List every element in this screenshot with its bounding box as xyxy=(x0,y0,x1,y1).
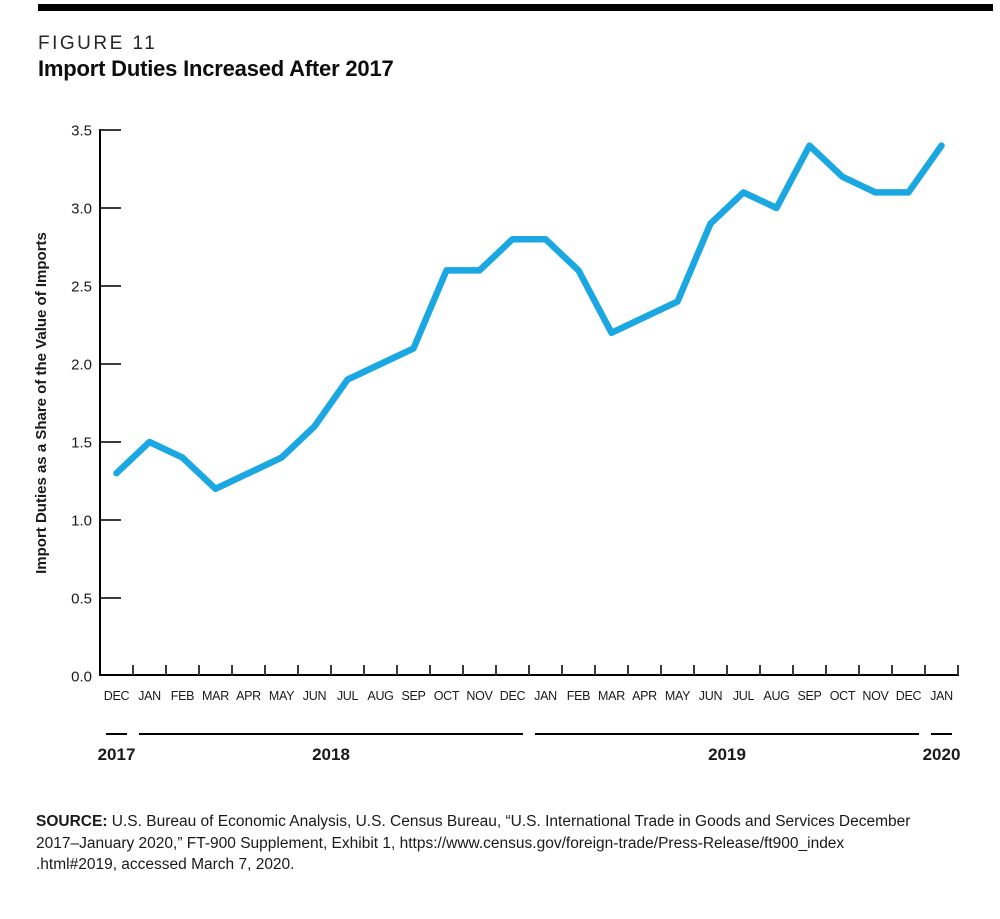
month-label: DEC xyxy=(104,689,130,703)
month-label: JAN xyxy=(138,689,161,703)
y-tick-label: 3.0 xyxy=(71,201,92,218)
source-note: SOURCE: U.S. Bureau of Economic Analysis… xyxy=(36,811,976,876)
y-tick-label: 2.0 xyxy=(71,357,92,374)
year-label: 2020 xyxy=(923,745,961,764)
month-label: AUG xyxy=(763,689,789,703)
import-duties-line xyxy=(113,142,945,493)
month-label: FEB xyxy=(567,689,590,703)
source-label: SOURCE: xyxy=(36,813,108,830)
month-label: MAY xyxy=(665,689,691,703)
y-tick-label: 1.5 xyxy=(71,435,92,452)
month-label: APR xyxy=(632,689,657,703)
source-line: SOURCE: U.S. Bureau of Economic Analysis… xyxy=(36,811,976,833)
year-label: 2017 xyxy=(98,745,136,764)
source-line: .html#2019, accessed March 7, 2020. xyxy=(36,856,295,873)
y-axis-title: Import Duties as a Share of the Value of… xyxy=(33,232,50,574)
y-tick-label: 1.0 xyxy=(71,513,92,530)
month-label: MAY xyxy=(269,689,295,703)
month-label: OCT xyxy=(434,689,460,703)
year-label: 2018 xyxy=(312,745,350,764)
month-label: APR xyxy=(236,689,261,703)
month-label: JUL xyxy=(337,689,359,703)
figure-number-label: FIGURE 11 xyxy=(38,33,158,54)
month-label: JUN xyxy=(699,689,723,703)
figure-top-rule xyxy=(38,4,993,11)
month-label: AUG xyxy=(367,689,393,703)
month-label: NOV xyxy=(862,689,889,703)
month-label: JUN xyxy=(303,689,327,703)
y-tick-label: 0.0 xyxy=(71,669,92,686)
month-label: JAN xyxy=(930,689,953,703)
month-label: JUL xyxy=(733,689,755,703)
y-tick-label: 0.5 xyxy=(71,591,92,608)
month-label: SEP xyxy=(401,689,425,703)
month-label: MAR xyxy=(202,689,229,703)
y-tick-label: 3.5 xyxy=(71,123,92,140)
month-label: OCT xyxy=(830,689,856,703)
source-text: U.S. Bureau of Economic Analysis, U.S. C… xyxy=(111,813,911,830)
month-label: JAN xyxy=(534,689,557,703)
source-line: 2017–January 2020,” FT-900 Supplement, E… xyxy=(36,834,845,852)
y-tick-label: 2.5 xyxy=(71,279,92,296)
year-label: 2019 xyxy=(708,745,746,764)
month-label: MAR xyxy=(598,689,625,703)
month-label: SEP xyxy=(797,689,821,703)
month-label: DEC xyxy=(896,689,922,703)
month-label: FEB xyxy=(171,689,194,703)
month-label: NOV xyxy=(466,689,493,703)
month-label: DEC xyxy=(500,689,526,703)
figure-title: Import Duties Increased After 2017 xyxy=(38,56,394,81)
